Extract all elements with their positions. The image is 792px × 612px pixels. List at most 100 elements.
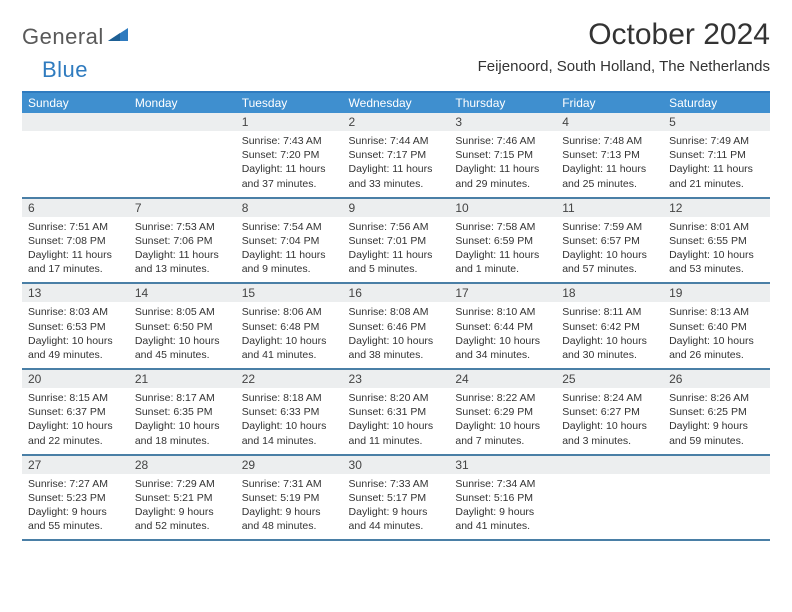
calendar-cell: 28Sunrise: 7:29 AMSunset: 5:21 PMDayligh… [129,455,236,541]
calendar-cell: 16Sunrise: 8:08 AMSunset: 6:46 PMDayligh… [343,283,450,369]
calendar-body: 1Sunrise: 7:43 AMSunset: 7:20 PMDaylight… [22,113,770,540]
day-number: 11 [556,199,663,217]
daylight-line: Daylight: 10 hours and 45 minutes. [135,334,230,362]
day-number: 9 [343,199,450,217]
sunrise-line: Sunrise: 7:34 AM [455,477,550,491]
sunset-line: Sunset: 6:25 PM [669,405,764,419]
daylight-line: Daylight: 11 hours and 13 minutes. [135,248,230,276]
day-info: Sunrise: 8:01 AMSunset: 6:55 PMDaylight:… [663,217,770,283]
sunrise-line: Sunrise: 7:49 AM [669,134,764,148]
daylight-line: Daylight: 11 hours and 37 minutes. [242,162,337,190]
sunset-line: Sunset: 6:40 PM [669,320,764,334]
sunrise-line: Sunrise: 7:58 AM [455,220,550,234]
sunset-line: Sunset: 6:55 PM [669,234,764,248]
day-info: Sunrise: 7:46 AMSunset: 7:15 PMDaylight:… [449,131,556,197]
day-number: 14 [129,284,236,302]
daylight-line: Daylight: 9 hours and 52 minutes. [135,505,230,533]
day-number: 28 [129,456,236,474]
calendar-cell: 13Sunrise: 8:03 AMSunset: 6:53 PMDayligh… [22,283,129,369]
day-number: 8 [236,199,343,217]
calendar-cell: 9 Sunrise: 7:56 AMSunset: 7:01 PMDaylight… [343,198,450,284]
calendar-cell: 4Sunrise: 7:48 AMSunset: 7:13 PMDaylight… [556,113,663,198]
calendar-cell: 29Sunrise: 7:31 AMSunset: 5:19 PMDayligh… [236,455,343,541]
weekday-header: Sunday [22,92,129,113]
calendar-table: SundayMondayTuesdayWednesdayThursdayFrid… [22,91,770,541]
day-number: 15 [236,284,343,302]
calendar-cell: 25Sunrise: 8:24 AMSunset: 6:27 PMDayligh… [556,369,663,455]
day-number: 18 [556,284,663,302]
daylight-line: Daylight: 11 hours and 17 minutes. [28,248,123,276]
daylight-line: Daylight: 9 hours and 55 minutes. [28,505,123,533]
day-info: Sunrise: 7:44 AMSunset: 7:17 PMDaylight:… [343,131,450,197]
calendar-cell: 20Sunrise: 8:15 AMSunset: 6:37 PMDayligh… [22,369,129,455]
sunset-line: Sunset: 5:16 PM [455,491,550,505]
sunrise-line: Sunrise: 7:48 AM [562,134,657,148]
day-number: 19 [663,284,770,302]
daylight-line: Daylight: 9 hours and 59 minutes. [669,419,764,447]
day-info: Sunrise: 8:08 AMSunset: 6:46 PMDaylight:… [343,302,450,368]
day-number: 17 [449,284,556,302]
logo-text-1: General [22,24,104,50]
daylight-line: Daylight: 10 hours and 49 minutes. [28,334,123,362]
sunrise-line: Sunrise: 7:44 AM [349,134,444,148]
daylight-line: Daylight: 10 hours and 18 minutes. [135,419,230,447]
daylight-line: Daylight: 10 hours and 30 minutes. [562,334,657,362]
day-info: Sunrise: 7:53 AMSunset: 7:06 PMDaylight:… [129,217,236,283]
calendar-cell: 18 Sunrise: 8:11 AMSunset: 6:42 PMDayligh… [556,283,663,369]
sunrise-line: Sunrise: 7:59 AM [562,220,657,234]
sunset-line: Sunset: 7:13 PM [562,148,657,162]
day-info: Sunrise: 7:27 AMSunset: 5:23 PMDaylight:… [22,474,129,540]
day-info: Sunrise: 7:43 AMSunset: 7:20 PMDaylight:… [236,131,343,197]
day-info: Sunrise: 8:22 AMSunset: 6:29 PMDaylight:… [449,388,556,454]
sunset-line: Sunset: 6:57 PM [562,234,657,248]
calendar-cell: 14Sunrise: 8:05 AMSunset: 6:50 PMDayligh… [129,283,236,369]
calendar-cell [129,113,236,198]
calendar-cell: 27Sunrise: 7:27 AMSunset: 5:23 PMDayligh… [22,455,129,541]
page: General October 2024 Feijenoord, South H… [0,0,792,612]
day-info: Sunrise: 7:58 AMSunset: 6:59 PMDaylight:… [449,217,556,283]
day-info: Sunrise: 8:18 AMSunset: 6:33 PMDaylight:… [236,388,343,454]
day-info: Sunrise: 7:48 AMSunset: 7:13 PMDaylight:… [556,131,663,197]
day-number: 26 [663,370,770,388]
location-text: Feijenoord, South Holland, The Netherlan… [478,58,770,75]
sunset-line: Sunset: 7:20 PM [242,148,337,162]
sunrise-line: Sunrise: 8:08 AM [349,305,444,319]
daylight-line: Daylight: 9 hours and 41 minutes. [455,505,550,533]
day-number: 10 [449,199,556,217]
sunrise-line: Sunrise: 8:15 AM [28,391,123,405]
calendar-cell: 17Sunrise: 8:10 AMSunset: 6:44 PMDayligh… [449,283,556,369]
day-number: 3 [449,113,556,131]
daylight-line: Daylight: 11 hours and 5 minutes. [349,248,444,276]
sunset-line: Sunset: 7:01 PM [349,234,444,248]
day-info: Sunrise: 8:06 AMSunset: 6:48 PMDaylight:… [236,302,343,368]
sunrise-line: Sunrise: 8:11 AM [562,305,657,319]
calendar-row: 13Sunrise: 8:03 AMSunset: 6:53 PMDayligh… [22,283,770,369]
day-number: 30 [343,456,450,474]
sunset-line: Sunset: 6:31 PM [349,405,444,419]
day-number: 5 [663,113,770,131]
sunset-line: Sunset: 6:42 PM [562,320,657,334]
day-info: Sunrise: 8:05 AMSunset: 6:50 PMDaylight:… [129,302,236,368]
sunset-line: Sunset: 7:11 PM [669,148,764,162]
sunset-line: Sunset: 6:35 PM [135,405,230,419]
day-number: 27 [22,456,129,474]
day-number: 4 [556,113,663,131]
calendar-cell: 10Sunrise: 7:58 AMSunset: 6:59 PMDayligh… [449,198,556,284]
sunrise-line: Sunrise: 7:56 AM [349,220,444,234]
logo: General [22,24,132,50]
daylight-line: Daylight: 9 hours and 44 minutes. [349,505,444,533]
calendar-cell: 22Sunrise: 8:18 AMSunset: 6:33 PMDayligh… [236,369,343,455]
day-info [129,131,236,189]
calendar-cell: 15Sunrise: 8:06 AMSunset: 6:48 PMDayligh… [236,283,343,369]
calendar-cell: 11 Sunrise: 7:59 AMSunset: 6:57 PMDayligh… [556,198,663,284]
calendar-cell: 2Sunrise: 7:44 AMSunset: 7:17 PMDaylight… [343,113,450,198]
day-info: Sunrise: 8:26 AMSunset: 6:25 PMDaylight:… [663,388,770,454]
daylight-line: Daylight: 10 hours and 14 minutes. [242,419,337,447]
daylight-line: Daylight: 10 hours and 57 minutes. [562,248,657,276]
day-info: Sunrise: 8:13 AMSunset: 6:40 PMDaylight:… [663,302,770,368]
calendar-cell [663,455,770,541]
day-info: Sunrise: 8:15 AMSunset: 6:37 PMDaylight:… [22,388,129,454]
daylight-line: Daylight: 11 hours and 1 minute. [455,248,550,276]
daylight-line: Daylight: 10 hours and 34 minutes. [455,334,550,362]
day-number: 24 [449,370,556,388]
